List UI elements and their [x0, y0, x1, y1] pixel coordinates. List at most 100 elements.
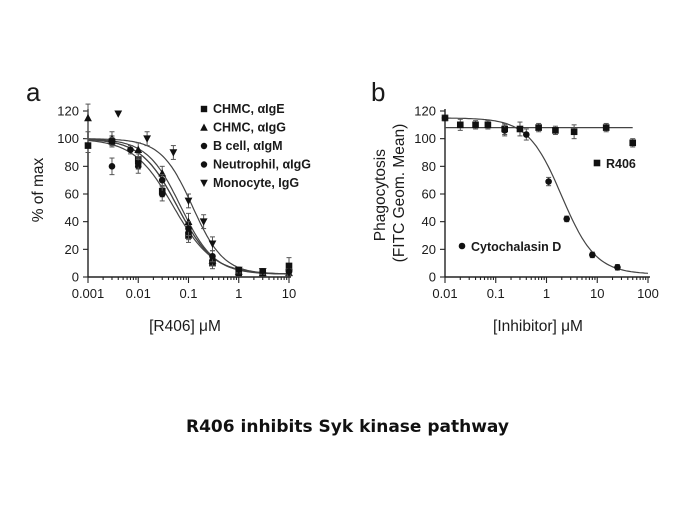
panel-b-label-cytochalasin-d: Cytochalasin D	[471, 240, 561, 254]
panel-b-point-r406	[456, 121, 464, 129]
panel-a-legend-marker-monocyte-igg	[200, 179, 208, 187]
panel-b-x-tick-label: 1	[543, 286, 550, 301]
panel-b-y-tick-label: 40	[422, 214, 436, 229]
panel-b-y-tick-label: 120	[414, 104, 436, 119]
panel-b-point-r406	[472, 121, 479, 129]
panel-b-label: b	[371, 77, 385, 107]
panel-a-point-neutrophil-igg	[134, 160, 142, 167]
panel-b-y-tick-label: 20	[422, 242, 436, 257]
panel-a-point-monocyte-igg	[285, 269, 293, 277]
panel-a-legend-label-chmc-ige: CHMC, αIgE	[213, 102, 285, 116]
panel-b-point-r406	[629, 139, 637, 147]
panel-b-point-r406	[516, 125, 524, 133]
panel-b-point-r406	[602, 124, 610, 131]
panel-a-y-axis-title: % of max	[30, 157, 47, 222]
panel-a-legend-label-monocyte-igg: Monocyte, IgG	[213, 176, 299, 190]
panel-a-point-monocyte-igg	[114, 110, 123, 118]
panel-a-y-tick-label: 100	[57, 131, 79, 146]
panel-b-x-tick-label: 10	[590, 286, 604, 301]
panel-b-y-axis-title-line-2: (FITC Geom. Mean)	[391, 124, 408, 263]
panel-a-point-chmc-ige	[84, 142, 92, 149]
panel-a-point-neutrophil-igg	[127, 146, 134, 154]
panel-b-point-cytochalasin-d	[589, 251, 596, 259]
panel-a-legend-label-neutrophil-igg: Neutrophil, αIgG	[213, 158, 311, 172]
panel-b-label-marker-r406	[593, 159, 601, 167]
panel-b-point-r406	[484, 121, 492, 129]
panel-b-x-tick-label: 0.01	[432, 286, 457, 301]
panel-a-point-monocyte-igg	[143, 135, 151, 143]
panel-a-point-neutrophil-igg	[158, 176, 166, 184]
panel-a-data-points	[84, 103, 293, 277]
panel-a-point-monocyte-igg	[169, 149, 178, 157]
panel-b-y-axis-title: Phagocytosis (FITC Geom. Mean)	[372, 124, 408, 263]
panel-a-y-tick-label: 40	[65, 214, 79, 229]
panel-b-point-cytochalasin-d	[614, 264, 621, 271]
panel-b-series-labels: R406 Cytochalasin D	[458, 157, 636, 254]
panel-a-point-monocyte-igg	[184, 197, 193, 206]
panel-a-legend-marker-chmc-igg	[200, 123, 208, 131]
panel-b-x-tick-label: 0.1	[487, 286, 505, 301]
panel-b-y-tick-label: 100	[414, 131, 436, 146]
panel-a-x-tick-label: 0.01	[126, 286, 151, 301]
panel-b-point-r406	[552, 127, 559, 134]
panel-b-point-cytochalasin-d	[545, 178, 552, 185]
panel-a-point-chmc-igg	[84, 113, 92, 122]
panel-a-y-tick-label: 80	[65, 159, 79, 174]
panel-b-y-axis-title-line-1: Phagocytosis	[372, 149, 389, 241]
panel-a-point-chmc-igg	[134, 145, 143, 154]
panel-a-point-b-cell-igm	[158, 190, 166, 198]
panel-a-chart: a 0 20 40 60 80 100 120 0.001 0.01 0.1 1 10 CHMC, …	[26, 77, 311, 335]
panel-a-point-b-cell-igm	[108, 163, 116, 170]
panel-a-point-monocyte-igg	[208, 240, 217, 248]
panel-a-x-tick-label: 0.1	[179, 286, 197, 301]
panel-b-point-r406	[570, 128, 578, 136]
panel-b-point-r406	[535, 124, 542, 131]
panel-a-legend-label-chmc-igg: CHMC, αIgG	[213, 121, 286, 135]
panel-a-x-tick-label: 0.001	[72, 286, 105, 301]
panel-b-x-tick-label: 100	[637, 286, 659, 301]
panel-b-y-tick-label: 80	[422, 159, 436, 174]
panel-b-label-marker-cytochalasin-d	[458, 242, 466, 250]
panel-b-chart: b 0 20 40 60 80 100 120 0.01 0.1 1 10 100 R406 Cyto…	[371, 77, 659, 335]
panel-b-point-cytochalasin-d	[563, 215, 570, 223]
panel-a-legend-marker-chmc-ige	[200, 105, 208, 113]
panel-a-legend-item-neutrophil-igg: Neutrophil, αIgG	[200, 158, 311, 172]
panel-b-x-axis: 0.01 0.1 1 10 100	[432, 276, 659, 301]
panel-b-point-cytochalasin-d	[441, 114, 449, 122]
panel-a-legend-item-chmc-ige: CHMC, αIgE	[200, 102, 285, 116]
panel-a-legend-marker-neutrophil-igg	[200, 161, 208, 168]
panel-a-legend-item-monocyte-igg: Monocyte, IgG	[200, 176, 299, 190]
panel-a-legend-item-chmc-igg: CHMC, αIgG	[200, 121, 286, 135]
panel-b-y-tick-label: 60	[422, 187, 436, 202]
panel-a-y-tick-label: 20	[65, 242, 79, 257]
panel-a-y-tick-label: 60	[65, 187, 79, 202]
panel-a-y-tick-label: 0	[72, 270, 79, 285]
panel-a-x-axis-title: [R406] μM	[149, 318, 221, 335]
panel-a-point-monocyte-igg	[199, 218, 208, 226]
panel-b-y-tick-label: 0	[429, 270, 436, 285]
panel-b-point-cytochalasin-d	[501, 127, 508, 134]
figure-caption: R406 inhibits Syk kinase pathway	[186, 417, 509, 437]
panel-b-y-axis: 0 20 40 60 80 100 120	[414, 104, 446, 285]
panel-a-label: a	[26, 77, 41, 107]
panel-a-point-monocyte-igg	[234, 266, 243, 275]
panel-a-point-monocyte-igg	[258, 268, 267, 276]
panel-a-point-chmc-ige	[285, 262, 293, 270]
panel-b-data-points	[441, 114, 637, 271]
panel-a-y-axis: 0 20 40 60 80 100 120	[57, 104, 89, 285]
panel-a-y-tick-label: 120	[57, 104, 79, 119]
panel-a-legend-marker-b-cell-igm	[200, 142, 208, 150]
panel-b-x-axis-title: [Inhibitor] μM	[493, 318, 583, 335]
panel-a-x-tick-label: 1	[235, 286, 242, 301]
panel-a-x-tick-label: 10	[282, 286, 296, 301]
panel-b-label-r406: R406	[606, 157, 636, 171]
panel-a-x-axis: 0.001 0.01 0.1 1 10	[72, 276, 296, 301]
panel-a-point-neutrophil-igg	[209, 252, 216, 260]
panel-b-point-cytochalasin-d	[523, 131, 530, 138]
panel-a-legend-item-b-cell-igm: B cell, αIgM	[200, 139, 283, 153]
panel-a-point-neutrophil-igg	[185, 225, 192, 232]
panel-a-point-neutrophil-igg	[108, 138, 116, 145]
panel-a-legend-label-b-cell-igm: B cell, αIgM	[213, 139, 283, 153]
panel-a-legend: CHMC, αIgE CHMC, αIgG B cell, αIgM Neutroph…	[200, 102, 311, 190]
